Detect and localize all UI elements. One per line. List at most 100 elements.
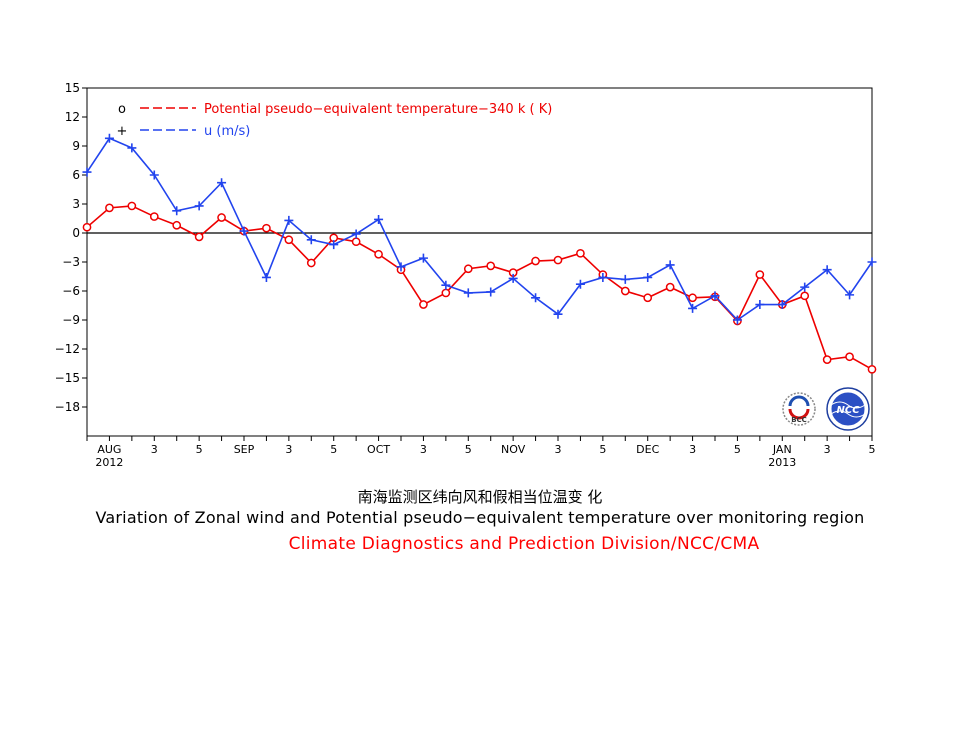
data-point: [419, 300, 428, 309]
data-point: [643, 293, 653, 303]
series-layer: [82, 133, 877, 374]
y-tick-label: 15: [65, 81, 80, 95]
data-point: [486, 261, 496, 271]
data-point: [867, 257, 877, 267]
data-point: [800, 291, 810, 301]
data-point: [710, 291, 720, 301]
data-point: [531, 256, 540, 266]
data-point: [867, 364, 877, 374]
data-point: [306, 258, 316, 268]
x-tick-label: 5: [196, 443, 203, 456]
data-point: [755, 300, 765, 310]
data-point: [149, 212, 159, 221]
x-tick-label: 3: [285, 443, 292, 456]
x-tick-label: 5: [734, 443, 741, 456]
x-tick-label: JAN: [772, 443, 792, 456]
y-tick-label: 12: [65, 110, 80, 124]
data-point: [822, 355, 832, 364]
series-line: [86, 137, 873, 322]
data-point: [508, 273, 518, 283]
legend-symbol: o: [118, 102, 126, 117]
y-tick-label: −6: [62, 284, 80, 298]
data-point: [665, 282, 675, 292]
y-tick-label: −18: [55, 400, 80, 414]
legend: o Potential pseudo−equivalent temperature…: [117, 102, 553, 139]
data-point: [172, 220, 182, 230]
y-tick-label: −9: [62, 313, 80, 327]
data-point: [82, 222, 92, 232]
x-tick-label: SEP: [234, 443, 255, 456]
series-line: [86, 205, 873, 370]
data-point: [800, 282, 810, 292]
data-point: [575, 279, 585, 289]
data-point: [217, 178, 227, 188]
data-point: [531, 293, 541, 303]
data-point: [553, 255, 563, 265]
x-tick-label: 3: [689, 443, 696, 456]
x-year-label: 2013: [768, 456, 796, 469]
data-point: [441, 288, 451, 298]
data-point: [463, 288, 473, 298]
chinese-title: 南海监测区纬向风和假相当位温变 化: [357, 488, 603, 506]
data-point: [262, 223, 271, 233]
data-point: [665, 260, 675, 270]
x-tick-label: NOV: [501, 443, 526, 456]
y-tick-label: −3: [62, 255, 80, 269]
bcc-logo: BCC: [782, 392, 816, 426]
x-tick-label: AUG: [97, 443, 121, 456]
y-tick-label: 3: [72, 197, 80, 211]
data-point: [127, 201, 137, 211]
x-tick-label: 5: [465, 443, 472, 456]
bcc-logo-text: BCC: [791, 416, 807, 424]
y-tick-label: 0: [72, 226, 80, 240]
ncc-logo-text: NCC: [836, 405, 860, 416]
data-point: [643, 272, 653, 282]
x-tick-label: 3: [151, 443, 158, 456]
data-point: [127, 143, 137, 153]
data-point: [688, 303, 698, 313]
data-point: [82, 167, 92, 177]
x-tick-label: OCT: [367, 443, 390, 456]
x-tick-label: 3: [824, 443, 831, 456]
x-tick-label: 3: [555, 443, 562, 456]
data-point: [351, 229, 361, 239]
x-tick-label: 5: [330, 443, 337, 456]
axes-layer: 15 12 9 6 3 0 −3 −6 −9 −12 −15 −18 AUG 3 5 SEP 3 5 OCT 3 5 NO…: [55, 81, 876, 469]
data-point: [105, 203, 114, 213]
data-point: [441, 280, 451, 290]
data-point: [576, 248, 585, 258]
data-point: [486, 287, 496, 297]
data-point: [598, 272, 608, 282]
data-point: [329, 240, 339, 250]
legend-symbol: +: [117, 124, 128, 139]
credit-line: Climate Diagnostics and Prediction Divis…: [288, 534, 760, 554]
data-point: [688, 293, 697, 303]
data-point: [104, 133, 114, 143]
y-tick-label: −15: [55, 371, 80, 385]
data-point: [261, 272, 271, 282]
data-point: [374, 249, 383, 259]
series-temperature: [82, 201, 877, 374]
data-point: [194, 201, 204, 211]
data-point: [755, 270, 765, 279]
data-point: [284, 235, 294, 245]
data-point: [845, 352, 854, 362]
y-tick-label: 9: [72, 139, 80, 153]
plot-frame: [86, 87, 873, 437]
data-point: [463, 264, 473, 274]
legend-label: Potential pseudo−equivalent temperature−…: [204, 102, 552, 117]
y-tick-label: −12: [55, 342, 80, 356]
data-point: [418, 253, 428, 263]
data-point: [351, 237, 361, 247]
series-wind: [82, 133, 877, 325]
x-year-label: 2012: [95, 456, 123, 469]
data-point: [284, 215, 294, 225]
data-point: [172, 206, 182, 216]
data-point: [620, 274, 630, 284]
x-tick-label: DEC: [636, 443, 659, 456]
english-title: Variation of Zonal wind and Potential ps…: [95, 508, 865, 527]
data-point: [239, 226, 249, 236]
x-tick-label: 5: [599, 443, 606, 456]
data-point: [194, 232, 204, 242]
